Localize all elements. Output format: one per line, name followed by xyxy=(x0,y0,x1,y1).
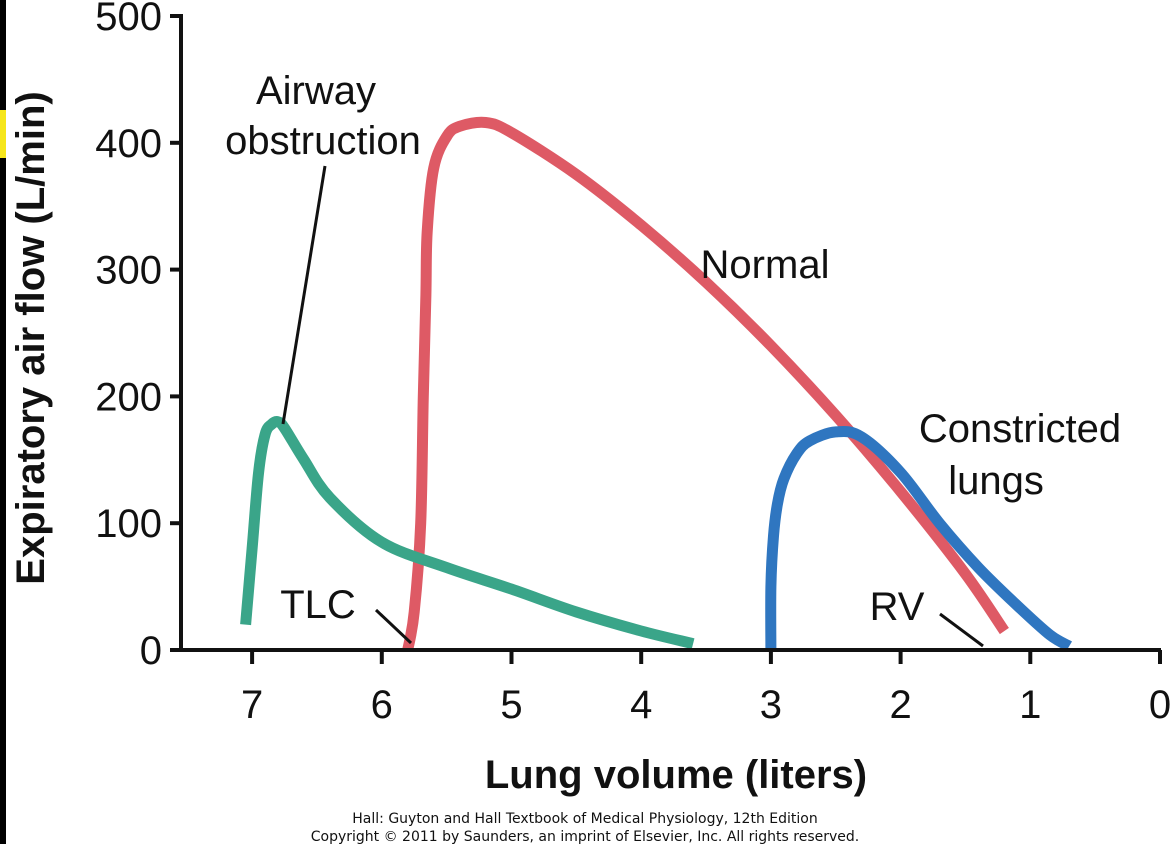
x-tick-label: 4 xyxy=(630,683,652,727)
y-tick-label: 100 xyxy=(95,502,162,546)
x-tick-label: 3 xyxy=(760,683,782,727)
tlc-leader-line xyxy=(374,608,413,645)
x-tick-label: 6 xyxy=(371,683,393,727)
x-tick-label: 5 xyxy=(500,683,522,727)
annotation-normal: Normal xyxy=(701,243,830,287)
y-tick-label: 500 xyxy=(95,0,162,39)
credit-line-1: Hall: Guyton and Hall Textbook of Medica… xyxy=(352,811,818,827)
x-axis-title: Lung volume (liters) xyxy=(485,753,867,797)
y-axis-title: Expiratory air flow (L/min) xyxy=(9,91,53,584)
rv-leader-line xyxy=(939,612,984,648)
y-tick-label: 200 xyxy=(95,375,162,419)
y-tick-label: 300 xyxy=(95,249,162,293)
left-edge-strip xyxy=(0,0,6,844)
annotation-rv: RV xyxy=(870,585,925,629)
annotation-constricted-line1: Constricted xyxy=(919,407,1121,451)
y-tick-label: 400 xyxy=(95,122,162,166)
annotation-airway-line2: obstruction xyxy=(225,119,421,163)
series-airway-obstruction-line xyxy=(240,416,695,650)
annotation-constricted-line2: lungs xyxy=(948,459,1044,503)
x-tick-label: 7 xyxy=(241,683,263,727)
y-tick-label: 0 xyxy=(140,629,162,673)
flow-volume-chart: 0 100 200 300 400 500 7 6 5 4 3 2 1 0 Lung volume (l… xyxy=(9,0,1170,797)
curves xyxy=(240,116,1073,652)
x-tick-label: 2 xyxy=(889,683,911,727)
series-normal-line xyxy=(402,116,1009,652)
y-ticks: 0 100 200 300 400 500 xyxy=(95,0,181,673)
annotation-airway-line1: Airway xyxy=(256,69,376,113)
highlight-marker xyxy=(0,110,6,158)
airway-leader-line xyxy=(281,165,327,425)
annotation-tlc: TLC xyxy=(280,583,356,627)
x-ticks: 7 6 5 4 3 2 1 0 xyxy=(241,650,1170,727)
x-tick-label: 1 xyxy=(1019,683,1041,727)
credit-line-2: Copyright © 2011 by Saunders, an imprint… xyxy=(310,829,860,844)
series-constricted-lungs-line xyxy=(765,425,1073,652)
x-tick-label: 0 xyxy=(1149,683,1170,727)
